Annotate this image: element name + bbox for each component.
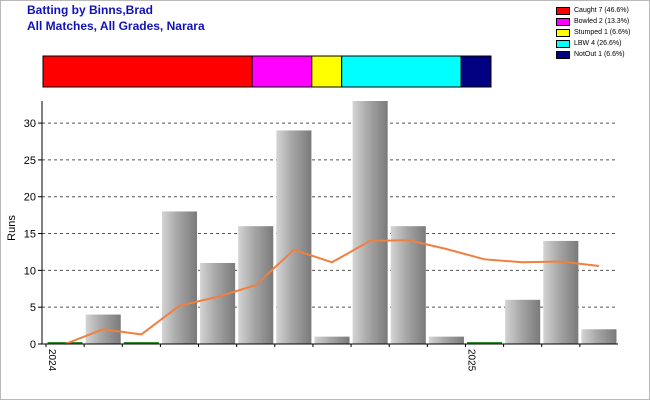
legend-label: LBW 4 (26.6%) [574,40,622,47]
y-tick-label: 5 [30,302,36,314]
legend-swatch [556,39,570,48]
chart-subtitle: All Matches, All Grades, Narara [27,19,205,33]
bar [123,342,159,344]
legend-label: Stumped 1 (6.6%) [574,29,631,36]
y-tick-label: 20 [24,192,36,204]
stack-segment [42,55,253,88]
x-tick-label: 2024 [46,349,57,372]
stack-segment [460,55,492,88]
legend-label: Caught 7 (46.6%) [574,7,629,14]
stack-segment [251,55,313,88]
stack-segment [341,55,462,88]
bar [466,342,503,344]
y-tick-label: 10 [24,265,36,277]
y-tick-label: 0 [30,339,36,351]
average-line [64,239,600,345]
legend-swatch [556,17,570,26]
y-axis-label: Runs [6,215,18,241]
y-tick-label: 25 [24,155,36,167]
y-tick-label: 15 [24,229,36,241]
legend-item: Stumped 1 (6.6%) [556,27,648,38]
bar [352,101,388,344]
legend-swatch [556,28,570,37]
stack-segment [311,55,343,88]
y-tick-label: 30 [24,118,36,130]
bar [505,299,541,344]
legend-item: Bowled 2 (13.3%) [556,16,648,27]
legend-swatch [556,6,570,15]
bar [390,226,426,344]
legend: Caught 7 (46.6%) Bowled 2 (13.3%) Stumped … [556,5,648,60]
bar [428,336,464,344]
chart-title: Batting by Binns,Brad [27,3,154,17]
bar [161,211,198,344]
legend-label: Bowled 2 (13.3%) [574,18,630,25]
legend-item: LBW 4 (26.6%) [556,38,648,49]
bar [543,240,579,344]
legend-item: Caught 7 (46.6%) [556,5,648,16]
bar [276,130,312,344]
x-tick-label: 2025 [465,349,476,372]
bar [314,336,350,344]
legend-swatch [556,50,570,59]
bar [581,329,617,344]
bar [200,263,236,344]
legend-item: NotOut 1 (6.6%) [556,49,648,60]
legend-label: NotOut 1 (6.6%) [574,51,625,58]
